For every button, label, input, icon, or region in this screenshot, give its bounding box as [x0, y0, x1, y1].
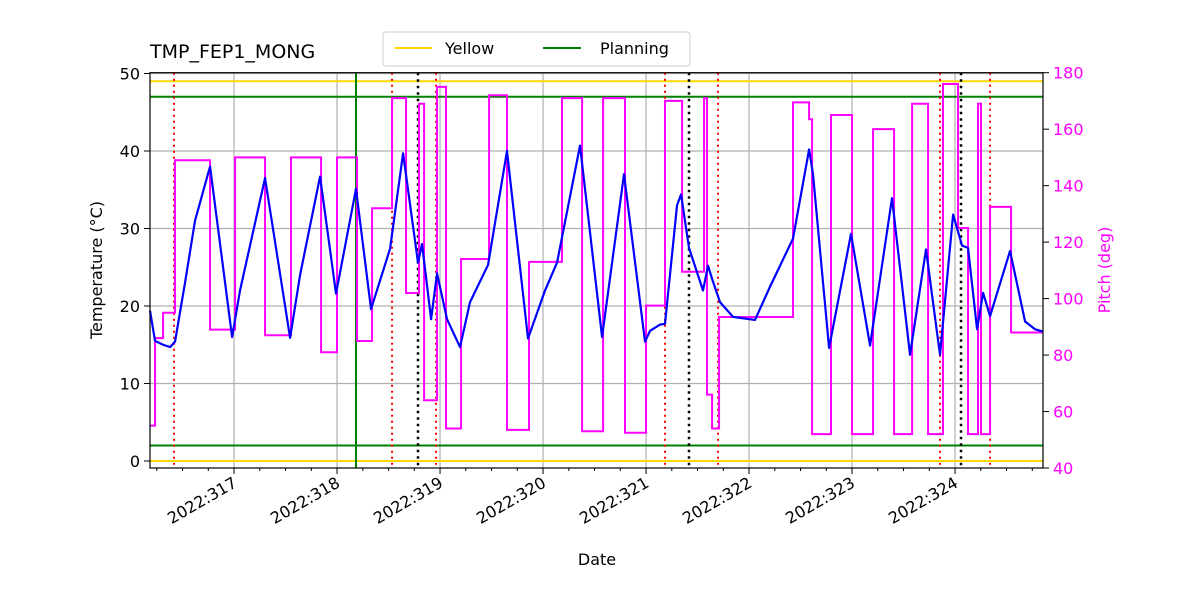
y2-tick-label: 100	[1053, 290, 1084, 309]
limit-lines	[150, 80, 1043, 463]
y2-axis-label: Pitch (deg)	[1095, 227, 1114, 314]
x-tick-label: 2022:320	[473, 473, 549, 528]
x-tick-label: 2022:319	[370, 473, 446, 528]
x-axis-label: Date	[578, 550, 616, 569]
y2-tick-label: 140	[1053, 177, 1084, 196]
x-tick-label: 2022:322	[679, 473, 755, 528]
x-tick-label: 2022:323	[782, 473, 858, 528]
y-tick-label: 20	[120, 297, 140, 316]
chart-title: TMP_FEP1_MONG	[149, 41, 315, 63]
plot-frame	[149, 72, 1044, 469]
legend-box	[382, 31, 691, 67]
y2-tick-label: 60	[1053, 403, 1073, 422]
legend-yellow-label: Yellow	[444, 39, 494, 58]
y2-tick-label: 160	[1053, 120, 1084, 139]
y-tick-label: 0	[130, 452, 140, 471]
y2-tick-label: 180	[1053, 64, 1084, 83]
y-axis-label: Temperature (°C)	[87, 201, 106, 340]
y-tick-label: 50	[120, 64, 140, 83]
series-group	[148, 82, 1044, 436]
legend: Yellow Planning	[382, 31, 691, 67]
y2-tick-label: 40	[1053, 459, 1073, 478]
y2-tick-label: 120	[1053, 233, 1084, 252]
x-tick-label: 2022:324	[885, 473, 961, 528]
temperature-series-line	[148, 144, 1044, 356]
legend-planning-label: Planning	[600, 39, 669, 58]
x-tick-label: 2022:317	[164, 473, 240, 528]
y-tick-label: 30	[120, 219, 140, 238]
y-tick-label: 10	[120, 375, 140, 394]
pitch-series-line	[150, 82, 1043, 436]
y2-tick-label: 80	[1053, 346, 1073, 365]
vertical-event-lines	[172, 72, 992, 468]
x-tick-label: 2022:318	[267, 473, 343, 528]
x-tick-label: 2022:321	[576, 473, 652, 528]
grid	[150, 72, 1043, 468]
y-tick-label: 40	[120, 142, 140, 161]
